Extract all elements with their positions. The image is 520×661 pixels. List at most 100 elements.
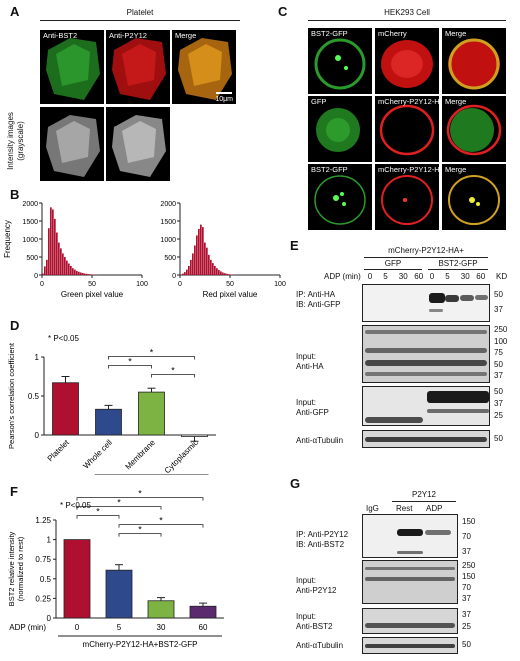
histogram-bar — [76, 271, 78, 275]
time-label: 0 — [429, 272, 435, 281]
blot-input-p2y12 — [362, 560, 458, 604]
kd-markers: 37 25 — [462, 609, 471, 633]
platelet-p2y12-image: Anti-P2Y12 — [106, 30, 170, 104]
micro-label: mCherry — [378, 29, 407, 38]
x-tick-label: 100 — [274, 281, 286, 288]
kd-label: KD — [496, 272, 508, 281]
y-tick-label: 0.25 — [35, 594, 51, 603]
histogram-bar — [208, 254, 210, 275]
hek-merge2-image: Merge — [442, 96, 506, 162]
kd-marker: 50 — [494, 359, 503, 369]
histogram-bar — [80, 272, 82, 275]
significance-bracket — [76, 497, 204, 501]
band — [429, 309, 443, 312]
x-tick-label: 5 — [117, 623, 122, 632]
blot-tubulin-g — [362, 637, 458, 654]
kd-marker: 37 — [462, 610, 471, 619]
bar — [189, 605, 217, 619]
histogram-bar — [54, 218, 56, 275]
histogram-bar — [214, 266, 216, 275]
blot-ip-ha — [362, 284, 490, 322]
hek-gfp-image: GFP — [308, 96, 372, 162]
band — [445, 295, 459, 302]
y-tick-label: 0 — [172, 273, 176, 280]
panel-f-chart: 0 0.25 0.5 0.75 1 1.25 * * * * * * P<0.05 BST2 relat… — [7, 489, 224, 649]
x-axis-title: Red pixel value — [203, 290, 258, 299]
kd-marker: 70 — [462, 583, 471, 592]
y-tick-label: 0.5 — [28, 392, 40, 401]
x-tick-label: 100 — [136, 281, 148, 288]
group-bst2gfp: BST2-GFP — [438, 259, 478, 268]
kd-marker: 37 — [462, 547, 471, 556]
blot-label: Input: Anti-GFP — [296, 398, 329, 418]
time-label: 60 — [476, 272, 486, 281]
histogram-bar — [216, 268, 218, 275]
kd-marker: 250 — [462, 561, 476, 570]
y-tick-label: 2000 — [22, 201, 38, 208]
significance-star: * — [128, 357, 132, 367]
panel-e-header-rule — [364, 257, 488, 258]
y-axis-title: Frequency — [3, 220, 12, 258]
x-tick-label: Whole cell — [81, 438, 114, 471]
group-gfp: GFP — [384, 259, 402, 268]
bar — [52, 382, 79, 436]
band — [365, 372, 487, 376]
histogram-bar — [194, 245, 196, 275]
panel-letter-a: A — [10, 4, 20, 19]
hek-merge1-image: Merge — [442, 28, 506, 94]
lane-adp: ADP — [426, 504, 443, 513]
kd-marker: 100 — [494, 336, 508, 346]
time-label: 5 — [383, 272, 388, 281]
blot-input-ha — [362, 325, 490, 383]
blot-label-line: IP: Anti-P2Y12 — [296, 530, 349, 539]
band — [397, 551, 423, 554]
kd-marker: 25 — [494, 411, 503, 420]
panel-letter-b: B — [10, 187, 20, 202]
bar — [147, 600, 175, 619]
blot-label-line: Input: — [296, 612, 317, 621]
hek-bst2gfp-image: BST2-GFP — [308, 28, 372, 94]
histogram-bar — [202, 227, 204, 275]
significance-star: * — [138, 489, 142, 499]
histogram-bar — [62, 253, 64, 275]
histogram-bar — [52, 209, 54, 275]
panel-a-title-rule — [40, 20, 240, 21]
histogram-bar — [206, 247, 208, 275]
histogram-bar — [66, 260, 68, 275]
histogram-bar — [68, 263, 70, 275]
y-tick-label: 1500 — [160, 219, 176, 226]
blot-input-gfp — [362, 386, 490, 426]
x-tick-label: 0 — [75, 623, 80, 632]
band — [425, 530, 451, 535]
histogram-bar — [74, 269, 76, 275]
x-tick-label: Membrane — [124, 438, 158, 472]
y-tick-label: 1 — [47, 536, 52, 545]
kd-marker: 50 — [494, 387, 503, 396]
y-axis-title: BST2 relative intensity — [7, 531, 16, 606]
histogram-bar — [182, 273, 184, 275]
panel-e-header: mCherry-P2Y12-HA+ — [388, 246, 464, 255]
y-tick-label: 0.75 — [35, 555, 51, 564]
x-tick-label: Cytoplasmic — [163, 438, 200, 475]
platelet-merge-image: Merge 10μm — [172, 30, 236, 104]
significance-bracket — [76, 515, 120, 519]
micro-label: Merge — [445, 97, 467, 106]
significance-star: * — [117, 498, 121, 508]
band — [427, 391, 489, 403]
micro-label: BST2-GFP — [311, 29, 348, 38]
micro-label: BST2-GFP — [311, 165, 348, 174]
blot-label: IP: Anti-HA IB: Anti-GFP — [296, 290, 340, 310]
time-label: 5 — [445, 272, 450, 281]
significance-bracket — [151, 374, 195, 378]
significance-star: * — [171, 366, 175, 376]
y-tick-label: 0 — [34, 273, 38, 280]
group-gfp-rule — [364, 269, 422, 270]
micro-label: Anti-P2Y12 — [109, 31, 147, 40]
histogram-bar — [224, 273, 226, 275]
kd-markers: 150 70 37 — [462, 514, 475, 559]
histogram-bar — [86, 273, 88, 275]
p-value-note: * P<0.05 — [48, 334, 79, 343]
y-tick-label: 0 — [35, 431, 40, 440]
kd-marker: 37 — [494, 399, 503, 408]
significance-star: * — [138, 525, 142, 535]
